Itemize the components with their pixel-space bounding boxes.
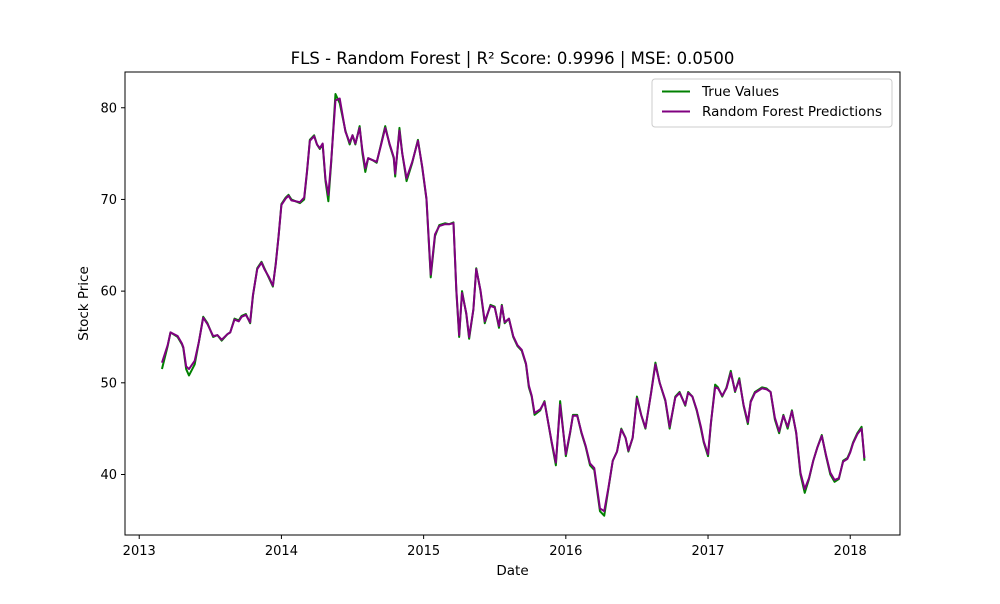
y-tick-label: 80 <box>100 101 117 116</box>
legend-box <box>651 78 893 128</box>
y-axis-label: Stock Price <box>76 266 92 341</box>
legend-label-true-values: True Values <box>701 84 779 100</box>
y-tick-label: 70 <box>100 193 117 208</box>
series-line-random-forest-predictions <box>161 97 866 513</box>
x-tick-label: 2015 <box>407 544 440 559</box>
plot-lines <box>160 93 866 517</box>
x-tick-label: 2016 <box>549 544 582 559</box>
x-tick-label: 2014 <box>265 544 298 559</box>
y-tick-label: 40 <box>100 468 117 483</box>
y-tick-label: 60 <box>100 285 117 300</box>
y-axis: 40 50 60 70 80 <box>100 101 125 483</box>
legend-label-random-forest-predictions: Random Forest Predictions <box>702 104 882 120</box>
chart-title: FLS - Random Forest | R² Score: 0.9996 |… <box>291 49 735 68</box>
legend: True Values Random Forest Predictions <box>651 78 893 128</box>
x-axis: 2013 2014 2015 2016 2017 2018 <box>123 535 867 559</box>
x-tick-label: 2018 <box>834 544 867 559</box>
y-tick-label: 50 <box>100 376 117 391</box>
x-axis-label: Date <box>496 563 528 579</box>
x-tick-label: 2017 <box>691 544 724 559</box>
plot-area-frame <box>124 71 901 536</box>
x-tick-label: 2013 <box>123 544 156 559</box>
